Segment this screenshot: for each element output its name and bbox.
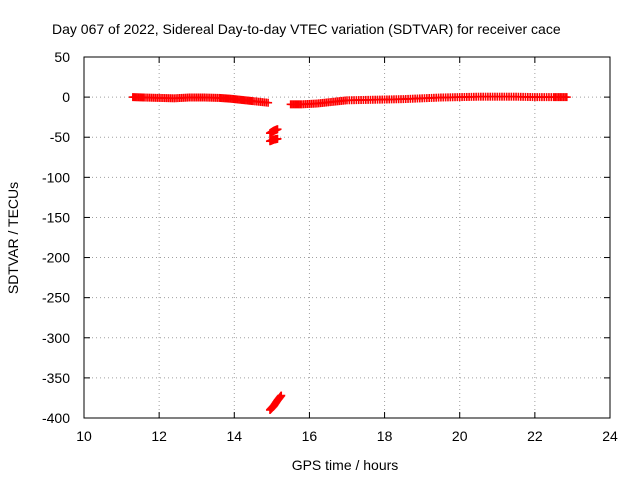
y-tick-label: -300 <box>42 330 70 346</box>
y-tick-label: -50 <box>50 129 70 145</box>
y-axis-label: SDTVAR / TECUs <box>5 182 21 294</box>
x-tick-label: 24 <box>602 428 618 444</box>
y-tick-label: -150 <box>42 209 70 225</box>
data-point <box>273 134 282 143</box>
y-tick-labels: 50 0 -50 -100 -150 -200 -250 -300 -350 -400 <box>42 49 70 426</box>
x-tick-label: 10 <box>76 428 92 444</box>
data-points <box>128 92 571 414</box>
y-tick-label: 50 <box>54 49 70 65</box>
x-tick-label: 20 <box>452 428 468 444</box>
x-axis-label: GPS time / hours <box>292 457 399 473</box>
y-tick-label: -250 <box>42 290 70 306</box>
y-tick-label: -100 <box>42 169 70 185</box>
axis-ticks <box>83 56 611 419</box>
data-point <box>562 93 571 102</box>
y-tick-label: -200 <box>42 250 70 266</box>
data-point <box>277 391 286 400</box>
x-tick-labels: 10 12 14 16 18 20 22 24 <box>76 428 618 444</box>
y-tick-label: -400 <box>42 410 70 426</box>
x-tick-label: 18 <box>377 428 393 444</box>
plot-frame <box>83 56 611 419</box>
data-point <box>264 98 273 107</box>
grid-lines <box>84 57 610 418</box>
x-tick-label: 12 <box>151 428 167 444</box>
chart-title: Day 067 of 2022, Sidereal Day-to-day VTE… <box>52 21 561 37</box>
x-tick-label: 16 <box>302 428 318 444</box>
x-tick-label: 22 <box>527 428 543 444</box>
data-point <box>273 125 282 134</box>
x-tick-label: 14 <box>226 428 242 444</box>
y-tick-label: 0 <box>62 89 70 105</box>
y-tick-label: -350 <box>42 370 70 386</box>
